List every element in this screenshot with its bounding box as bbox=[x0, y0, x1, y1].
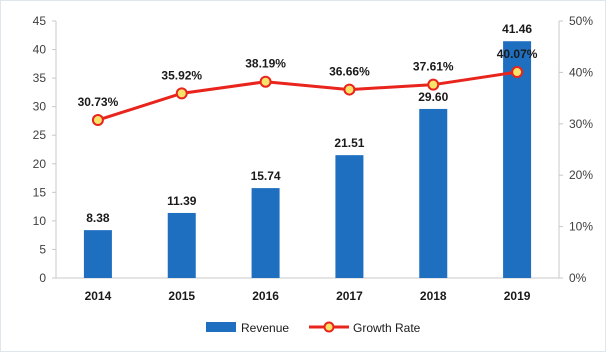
x-category-label: 2015 bbox=[168, 289, 195, 303]
y-right-tick-label: 40% bbox=[569, 65, 593, 79]
revenue-data-label: 15.74 bbox=[251, 169, 281, 183]
y-left-tick-label: 15 bbox=[33, 185, 47, 199]
y-left-tick-label: 25 bbox=[33, 128, 47, 142]
x-category-label: 2016 bbox=[252, 289, 279, 303]
revenue-bar bbox=[419, 108, 448, 278]
revenue-data-label: 11.39 bbox=[167, 194, 197, 208]
growth-rate-data-label: 30.73% bbox=[78, 95, 119, 109]
y-left-tick-label: 0 bbox=[39, 271, 46, 285]
y-right-tick-label: 0% bbox=[569, 271, 587, 285]
y-left-tick-label: 40 bbox=[33, 43, 47, 57]
revenue-bar bbox=[167, 212, 196, 278]
growth-rate-point bbox=[427, 78, 440, 91]
x-category-label: 2017 bbox=[336, 289, 363, 303]
growth-rate-data-label: 35.92% bbox=[161, 68, 202, 82]
revenue-bar bbox=[335, 155, 364, 278]
y-left-tick-label: 35 bbox=[33, 71, 47, 85]
revenue-data-label: 29.60 bbox=[418, 90, 448, 104]
growth-rate-point bbox=[259, 75, 272, 88]
x-category-label: 2014 bbox=[85, 289, 112, 303]
revenue-bar bbox=[83, 230, 112, 278]
revenue-data-label: 21.51 bbox=[334, 136, 364, 150]
y-left-tick-label: 20 bbox=[33, 157, 47, 171]
x-category-label: 2018 bbox=[420, 289, 447, 303]
legend-revenue-swatch bbox=[206, 322, 236, 332]
legend-growth-marker bbox=[323, 321, 335, 333]
y-right-tick-label: 20% bbox=[569, 168, 593, 182]
growth-rate-point bbox=[511, 66, 524, 79]
revenue-bar bbox=[251, 188, 280, 278]
revenue-data-label: 41.46 bbox=[502, 22, 532, 36]
legend-growth-label: Growth Rate bbox=[353, 321, 421, 335]
y-right-tick-label: 10% bbox=[569, 220, 593, 234]
y-left-tick-label: 30 bbox=[33, 100, 47, 114]
x-category-label: 2019 bbox=[504, 289, 531, 303]
growth-rate-point bbox=[343, 83, 356, 96]
growth-rate-point bbox=[175, 87, 188, 100]
growth-rate-data-label: 38.19% bbox=[245, 57, 286, 71]
growth-rate-line bbox=[97, 70, 518, 122]
legend-revenue-label: Revenue bbox=[241, 321, 289, 335]
growth-rate-data-label: 40.07% bbox=[497, 47, 538, 61]
y-right-tick-label: 50% bbox=[569, 14, 593, 28]
y-left-tick-label: 5 bbox=[39, 242, 46, 256]
y-left-tick-label: 45 bbox=[33, 14, 47, 28]
revenue-bar bbox=[503, 41, 532, 279]
growth-rate-data-label: 37.61% bbox=[413, 60, 454, 74]
growth-rate-data-label: 36.66% bbox=[329, 65, 370, 79]
y-left-tick-label: 10 bbox=[33, 214, 47, 228]
y-right-tick-label: 30% bbox=[569, 117, 593, 131]
growth-rate-point bbox=[91, 114, 104, 127]
revenue-data-label: 8.38 bbox=[86, 211, 110, 225]
